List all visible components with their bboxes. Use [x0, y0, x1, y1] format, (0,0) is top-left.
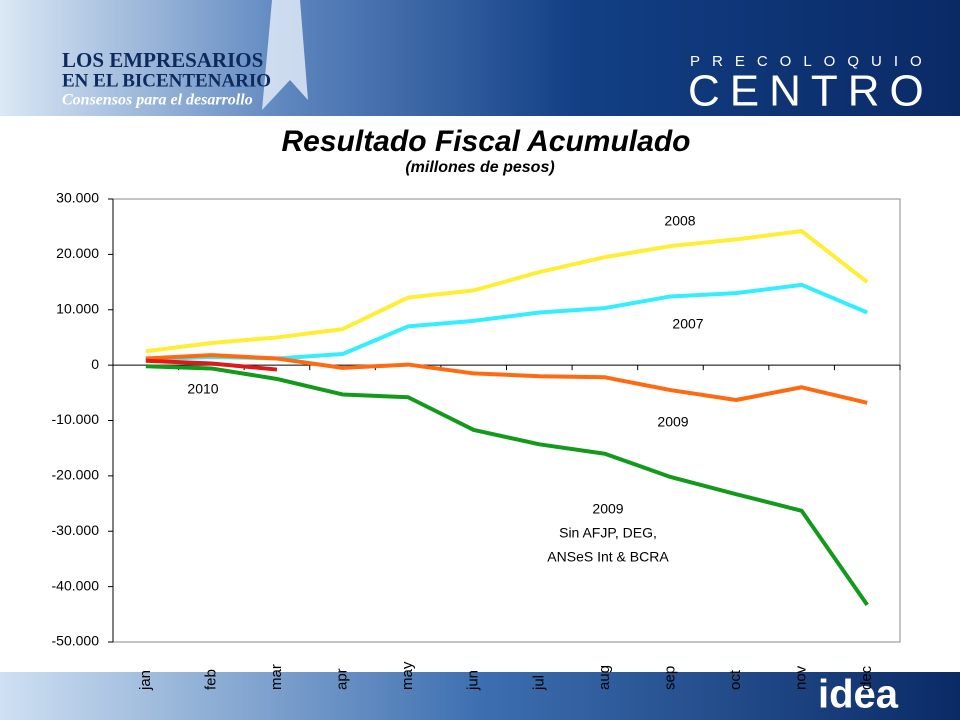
org-tagline: Consensos para el desarrollo — [62, 92, 253, 109]
x-tick-label: jul — [530, 675, 547, 691]
header-band — [0, 0, 960, 116]
annotation: ANSeS Int & BCRA — [547, 549, 669, 565]
x-tick-label: apr — [334, 668, 351, 690]
x-tick-label: may — [399, 661, 416, 690]
y-tick-label: -20.000 — [52, 467, 100, 483]
org-line2: EN EL BICENTENARIO — [62, 70, 271, 91]
annotation: 2008 — [664, 213, 695, 229]
footer-brand: idea — [818, 673, 899, 717]
x-tick-label: mar — [268, 664, 285, 690]
org-line1: LOS EMPRESARIOS — [62, 48, 263, 72]
x-tick-label: nov — [793, 665, 810, 690]
chart-title: Resultado Fiscal Acumulado — [282, 125, 691, 158]
x-tick-label: sep — [661, 666, 678, 690]
y-tick-label: 10.000 — [56, 300, 99, 316]
event-top: PRECOLOQUIO — [690, 53, 934, 70]
series-line — [145, 364, 869, 607]
chart-subtitle: (millones de pesos) — [405, 159, 554, 176]
y-tick-label: -10.000 — [52, 411, 100, 427]
annotation: 2010 — [187, 381, 218, 397]
x-tick-label: jan — [137, 670, 154, 691]
series-line — [145, 353, 868, 405]
y-tick-label: -40.000 — [52, 577, 100, 593]
annotation: Sin AFJP, DEG, — [559, 525, 657, 541]
x-tick-label: oct — [727, 669, 744, 690]
event-main: CENTRO — [688, 67, 934, 116]
series-line — [145, 229, 869, 354]
x-tick-label: feb — [202, 669, 219, 690]
annotation: 2009 — [657, 414, 688, 430]
annotation: 2009 — [592, 501, 623, 517]
y-tick-label: 30.000 — [56, 190, 99, 206]
ribbon — [262, 0, 308, 110]
y-tick-label: 20.000 — [56, 245, 99, 261]
series-line — [145, 282, 868, 362]
plot-frame — [112, 198, 901, 643]
series-line — [145, 358, 278, 372]
x-tick-label: aug — [596, 665, 613, 690]
annotation: 2007 — [672, 316, 703, 332]
y-tick-label: 0 — [91, 356, 99, 372]
y-tick-label: -50.000 — [52, 633, 100, 649]
y-tick-label: -30.000 — [52, 522, 100, 538]
x-tick-label: jun — [465, 670, 482, 691]
footer-band — [0, 672, 960, 720]
x-tick-label: dec — [858, 665, 875, 690]
